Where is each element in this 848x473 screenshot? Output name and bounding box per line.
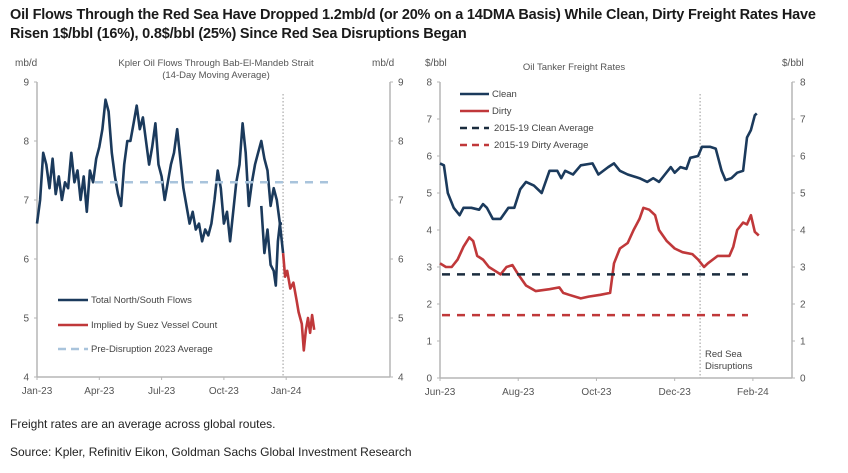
- x-tick-label: Dec-23: [659, 387, 692, 398]
- x-tick-label: Jan-24: [271, 386, 302, 397]
- right-chart-title: Oil Tanker Freight Rates: [523, 62, 626, 73]
- y-tick-label: 3: [426, 263, 432, 274]
- y-tick-label: 6: [23, 255, 29, 266]
- y-tick-label: 0: [426, 374, 432, 385]
- y-tick-label: 8: [23, 137, 29, 148]
- y-tick-label: 5: [426, 189, 432, 200]
- right-chart-ylabel-left: $/bbl: [425, 58, 447, 69]
- legend-label-dirty: Dirty: [492, 106, 512, 117]
- y-tick-label-right: 6: [398, 255, 404, 266]
- y-tick-label-right: 8: [398, 137, 404, 148]
- y-tick-label: 8: [426, 78, 432, 89]
- y-tick-label: 4: [23, 373, 29, 384]
- footnote: Freight rates are an average across glob…: [10, 417, 276, 431]
- event-annotation-line2: Disruptions: [705, 361, 753, 372]
- y-tick-label-right: 1: [800, 337, 806, 348]
- y-tick-label: 9: [23, 78, 29, 89]
- left-chart-legend: Total North/South Flows Implied by Suez …: [58, 295, 218, 355]
- left-chart-ylabel-right: mb/d: [372, 58, 394, 69]
- y-tick-label: 5: [23, 314, 29, 325]
- x-tick-label: Aug-23: [502, 387, 535, 398]
- y-tick-label-right: 0: [800, 374, 806, 385]
- y-tick-label-right: 3: [800, 263, 806, 274]
- series-line-total-north-south-flows: [35, 98, 282, 243]
- legend-label-pre-disruption: Pre-Disruption 2023 Average: [91, 344, 213, 355]
- y-tick-label: 6: [426, 152, 432, 163]
- source-note: Source: Kpler, Refinitiv Eikon, Goldman …: [10, 445, 412, 459]
- y-tick-label-right: 7: [800, 115, 806, 126]
- y-tick-label-right: 2: [800, 300, 806, 311]
- figure-title: Oil Flows Through the Red Sea Have Dropp…: [10, 7, 816, 42]
- legend-label-total-flows: Total North/South Flows: [91, 295, 192, 306]
- y-tick-label-right: 6: [800, 152, 806, 163]
- y-tick-label: 7: [23, 196, 29, 207]
- y-tick-label: 4: [426, 226, 432, 237]
- y-tick-label-right: 9: [398, 78, 404, 89]
- legend-label-suez: Implied by Suez Vessel Count: [91, 320, 218, 331]
- y-tick-label-right: 5: [800, 189, 806, 200]
- x-tick-label: Jan-23: [22, 386, 53, 397]
- legend-label-clean: Clean: [492, 89, 517, 100]
- y-tick-label: 7: [426, 115, 432, 126]
- legend-label-dirty-avg: 2015-19 Dirty Average: [494, 140, 588, 151]
- x-tick-label: Apr-23: [84, 386, 114, 397]
- x-tick-label: Jun-23: [425, 387, 456, 398]
- series-line-dirty: [439, 206, 760, 300]
- right-chart-legend: Clean Dirty 2015-19 Clean Average 2015-1…: [460, 89, 594, 151]
- left-chart-ylabel-left: mb/d: [15, 58, 37, 69]
- y-tick-label: 2: [426, 300, 432, 311]
- series-line-clean: [439, 112, 758, 221]
- left-chart-subtitle: (14-Day Moving Average): [162, 70, 270, 81]
- x-tick-label: Oct-23: [209, 386, 239, 397]
- x-tick-label: Oct-23: [581, 387, 611, 398]
- y-tick-label-right: 5: [398, 314, 404, 325]
- event-annotation-line1: Red Sea: [705, 349, 743, 360]
- y-tick-label-right: 4: [398, 373, 404, 384]
- legend-label-clean-avg: 2015-19 Clean Average: [494, 123, 594, 134]
- x-tick-label: Jul-23: [148, 386, 176, 397]
- x-tick-label: Feb-24: [737, 387, 769, 398]
- y-tick-label-right: 7: [398, 196, 404, 207]
- series-line-implied-by-suez-vessel-count: [281, 252, 316, 352]
- y-tick-label-right: 8: [800, 78, 806, 89]
- y-tick-label: 1: [426, 337, 432, 348]
- series-line-total-north-south-flows-cont-: [260, 205, 285, 287]
- left-chart-title: Kpler Oil Flows Through Bab-El-Mandeb St…: [118, 58, 314, 69]
- y-tick-label-right: 4: [800, 226, 806, 237]
- right-chart-ylabel-right: $/bbl: [782, 58, 804, 69]
